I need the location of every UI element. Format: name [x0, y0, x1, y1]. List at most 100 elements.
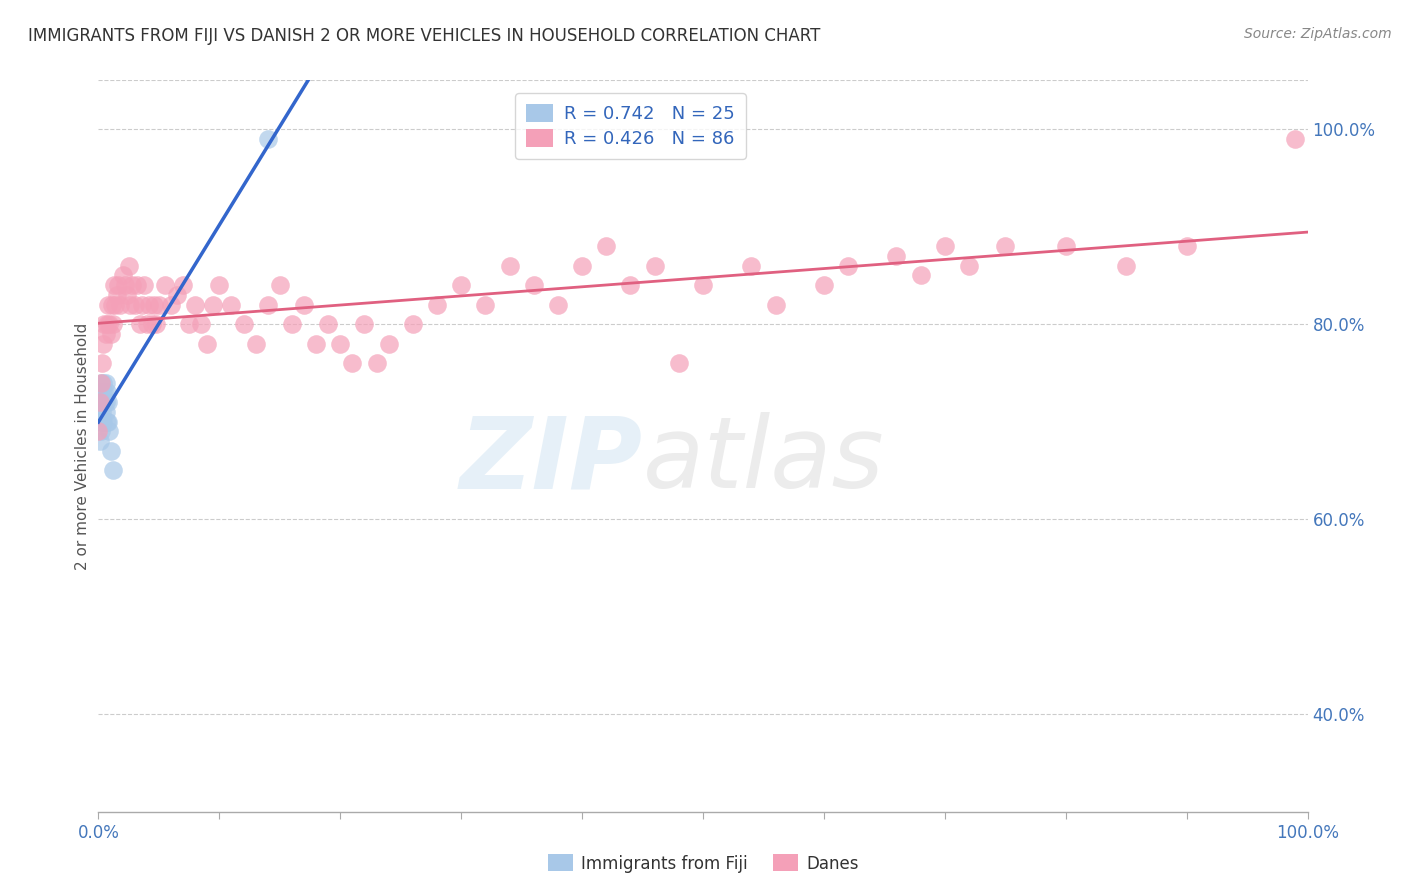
Point	[107, 278, 129, 293]
Point	[305, 336, 328, 351]
Point	[91, 405, 114, 419]
Point	[160, 297, 183, 311]
Point	[316, 317, 339, 331]
Point	[571, 259, 593, 273]
Point	[94, 376, 117, 390]
Point	[256, 132, 278, 146]
Point	[342, 356, 364, 370]
Point	[1115, 259, 1137, 273]
Text: ZIP: ZIP	[460, 412, 643, 509]
Point	[105, 288, 128, 302]
Point	[172, 278, 194, 293]
Point	[498, 259, 520, 273]
Point	[208, 278, 231, 293]
Point	[281, 317, 304, 331]
Point	[89, 405, 111, 419]
Point	[93, 395, 115, 409]
Point	[90, 395, 112, 409]
Point	[97, 297, 120, 311]
Text: Source: ZipAtlas.com: Source: ZipAtlas.com	[1244, 27, 1392, 41]
Point	[366, 356, 388, 370]
Point	[148, 297, 170, 311]
Point	[91, 376, 114, 390]
Point	[118, 259, 141, 273]
Point	[94, 326, 117, 341]
Point	[523, 278, 546, 293]
Point	[96, 415, 118, 429]
Point	[740, 259, 762, 273]
Point	[117, 288, 139, 302]
Point	[89, 395, 111, 409]
Point	[232, 317, 254, 331]
Point	[114, 278, 136, 293]
Point	[98, 317, 121, 331]
Point	[1175, 239, 1198, 253]
Point	[957, 259, 980, 273]
Point	[91, 385, 114, 400]
Point	[87, 415, 110, 429]
Point	[668, 356, 690, 370]
Point	[547, 297, 569, 311]
Point	[101, 463, 124, 477]
Point	[93, 317, 115, 331]
Point	[94, 395, 117, 409]
Point	[765, 297, 787, 311]
Point	[96, 385, 118, 400]
Point	[91, 356, 114, 370]
Point	[124, 297, 146, 311]
Point	[934, 239, 956, 253]
Point	[90, 425, 112, 439]
Point	[100, 297, 122, 311]
Point	[377, 336, 399, 351]
Point	[89, 434, 111, 449]
Point	[91, 415, 114, 429]
Text: IMMIGRANTS FROM FIJI VS DANISH 2 OR MORE VEHICLES IN HOUSEHOLD CORRELATION CHART: IMMIGRANTS FROM FIJI VS DANISH 2 OR MORE…	[28, 27, 821, 45]
Point	[269, 278, 291, 293]
Legend: R = 0.742   N = 25, R = 0.426   N = 86: R = 0.742 N = 25, R = 0.426 N = 86	[515, 93, 745, 159]
Point	[97, 415, 120, 429]
Point	[221, 297, 243, 311]
Point	[166, 288, 188, 302]
Point	[195, 336, 218, 351]
Point	[90, 376, 112, 390]
Point	[134, 278, 156, 293]
Point	[153, 278, 176, 293]
Point	[108, 297, 131, 311]
Point	[94, 405, 117, 419]
Point	[138, 297, 160, 311]
Point	[190, 317, 212, 331]
Point	[202, 297, 225, 311]
Point	[886, 249, 908, 263]
Legend: Immigrants from Fiji, Danes: Immigrants from Fiji, Danes	[541, 847, 865, 880]
Point	[179, 317, 201, 331]
Point	[90, 376, 112, 390]
Point	[595, 239, 617, 253]
Point	[1054, 239, 1077, 253]
Point	[450, 278, 472, 293]
Point	[127, 278, 149, 293]
Point	[329, 336, 352, 351]
Point	[184, 297, 207, 311]
Point	[145, 317, 167, 331]
Point	[91, 395, 114, 409]
Point	[104, 297, 127, 311]
Point	[474, 297, 496, 311]
Point	[910, 268, 932, 283]
Point	[426, 297, 449, 311]
Point	[402, 317, 425, 331]
Point	[813, 278, 835, 293]
Point	[111, 268, 134, 283]
Point	[118, 297, 141, 311]
Point	[994, 239, 1017, 253]
Point	[103, 278, 125, 293]
Point	[1284, 132, 1306, 146]
Point	[141, 317, 163, 331]
Point	[91, 415, 114, 429]
Point	[91, 336, 114, 351]
Point	[100, 326, 122, 341]
Point	[619, 278, 641, 293]
Point	[128, 317, 150, 331]
Point	[292, 297, 315, 311]
Point	[644, 259, 666, 273]
Point	[837, 259, 859, 273]
